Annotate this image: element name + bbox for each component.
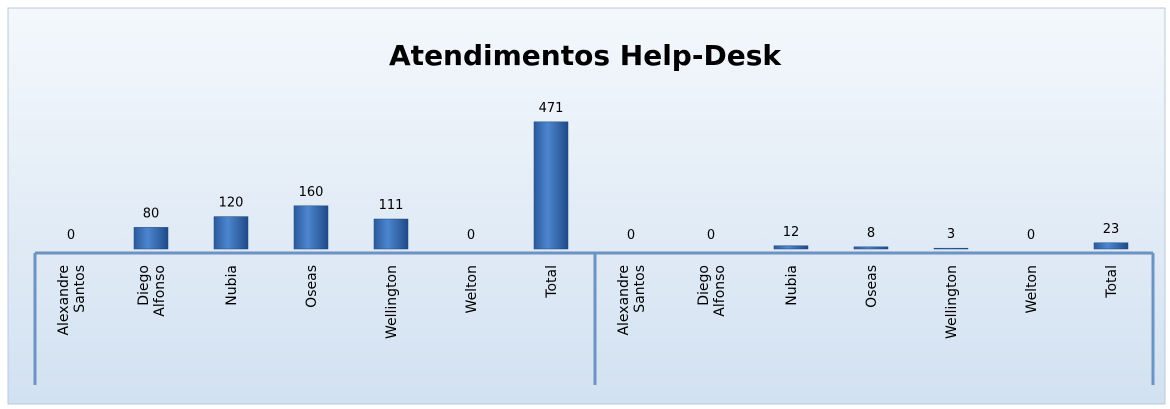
bar — [1093, 242, 1129, 250]
x-tick-label: Welton — [464, 265, 480, 313]
axis — [33, 251, 1155, 385]
bar — [293, 205, 329, 250]
data-label: 0 — [627, 228, 635, 243]
bar — [133, 227, 169, 250]
data-label: 0 — [707, 228, 715, 243]
x-tick-label: Total — [1104, 265, 1120, 299]
bar — [213, 216, 249, 250]
data-label: 0 — [467, 228, 475, 243]
data-label: 8 — [867, 226, 875, 241]
data-label: 80 — [143, 206, 160, 221]
data-label: 160 — [299, 185, 324, 200]
x-tick-label: Oseas — [304, 265, 320, 308]
x-tick-label: Welton — [1024, 265, 1040, 313]
x-tick-label: Nubia — [784, 265, 800, 306]
x-tick-label: Wellington — [384, 265, 400, 339]
x-tick-label: DiegoAlfonso — [136, 265, 168, 317]
chart-frame — [7, 7, 1166, 405]
x-tick-label: DiegoAlfonso — [696, 265, 728, 317]
bar — [853, 246, 889, 250]
data-label: 12 — [783, 225, 800, 240]
x-tick-label: Wellington — [944, 265, 960, 339]
x-tick-label: AlexandreSantos — [56, 265, 88, 336]
data-label: 3 — [947, 227, 955, 242]
chart-title: Atendimentos Help-Desk — [389, 39, 782, 72]
x-tick-label: Total — [544, 265, 560, 299]
bar — [933, 247, 969, 250]
data-label: 0 — [67, 228, 75, 243]
data-label: 471 — [539, 101, 564, 116]
data-label: 0 — [1027, 228, 1035, 243]
x-tick-label: Nubia — [224, 265, 240, 306]
x-tick-label: AlexandreSantos — [616, 265, 648, 336]
x-tick-label: Oseas — [864, 265, 880, 308]
data-label: 23 — [1103, 222, 1120, 237]
bar — [533, 121, 569, 250]
bar — [773, 245, 809, 250]
bar — [373, 218, 409, 250]
data-label: 120 — [219, 196, 244, 211]
data-label: 111 — [379, 198, 404, 213]
